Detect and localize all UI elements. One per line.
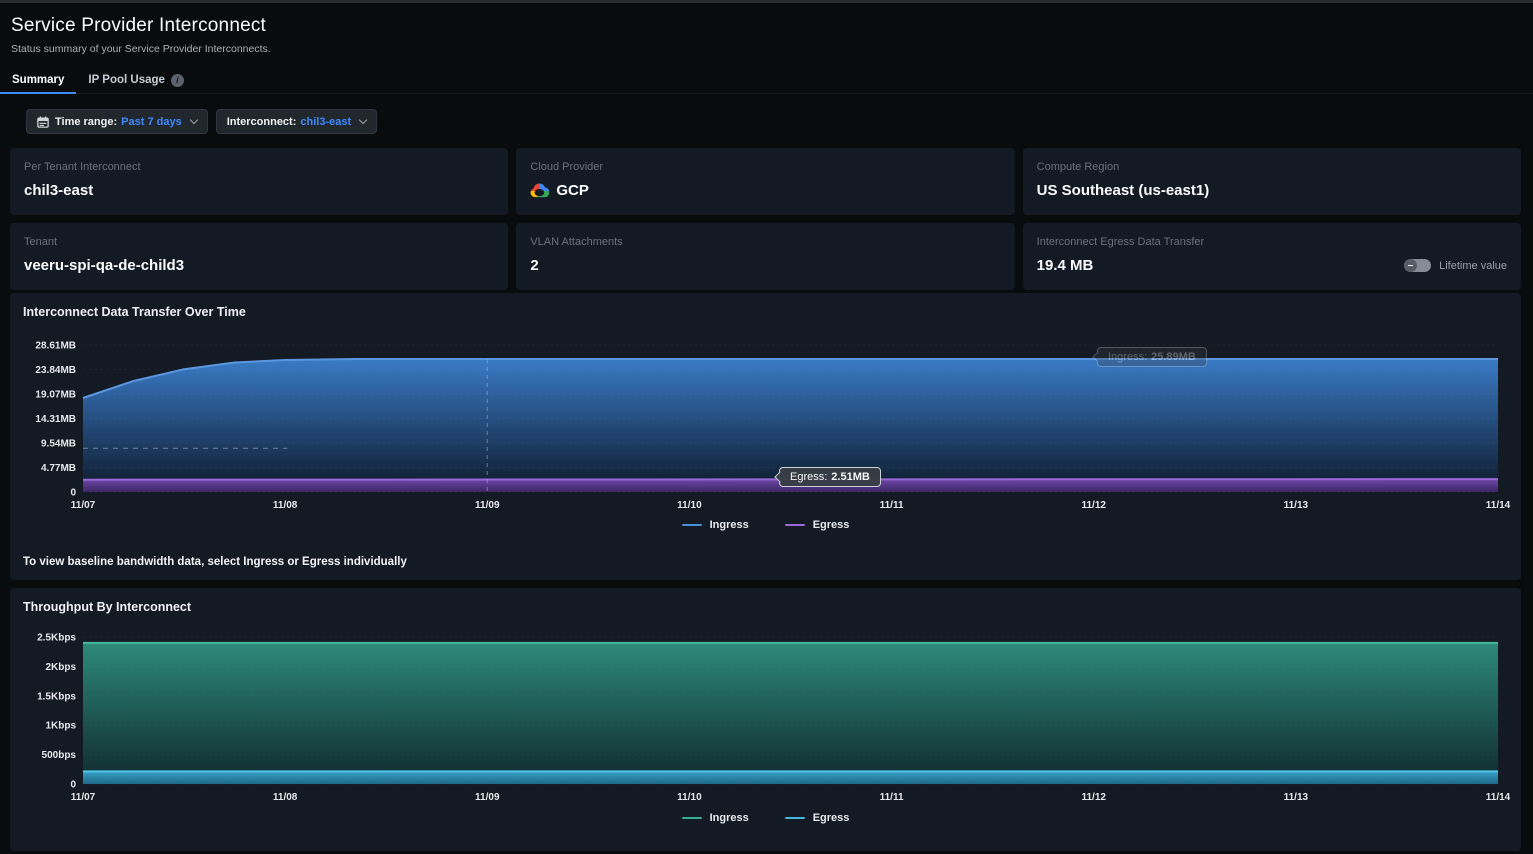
chevron-down-icon [189, 116, 197, 124]
svg-text:11/07: 11/07 [71, 500, 96, 511]
card-label: Tenant [24, 236, 494, 248]
card-tenant: Tenant veeru-spi-qa-de-child3 [10, 223, 508, 290]
interconnect-value: chil3-east [300, 116, 351, 128]
svg-text:11/09: 11/09 [475, 500, 500, 511]
filter-bar: Time range: Past 7 days Interconnect: ch… [0, 94, 1533, 134]
legend-item-egress[interactable]: Egress [785, 519, 850, 531]
svg-text:11/10: 11/10 [677, 792, 702, 803]
legend-swatch [682, 524, 702, 526]
card-label: Interconnect Egress Data Transfer [1037, 236, 1507, 248]
tab-summary-label: Summary [12, 74, 64, 86]
data-transfer-chart-panel: Interconnect Data Transfer Over Time 28.… [10, 293, 1521, 580]
card-egress-data-transfer: Interconnect Egress Data Transfer 19.4 M… [1023, 223, 1521, 290]
card-cloud-provider: Cloud Provider GCP [516, 148, 1014, 215]
svg-text:2.5Kbps: 2.5Kbps [37, 633, 76, 644]
svg-text:11/08: 11/08 [273, 500, 298, 511]
svg-text:0: 0 [70, 488, 76, 499]
svg-text:11/09: 11/09 [475, 792, 500, 803]
throughput-chart-panel: Throughput By Interconnect 2.5Kbps2Kbps1… [10, 588, 1521, 851]
svg-text:11/12: 11/12 [1081, 500, 1106, 511]
tab-bar: Summary IP Pool Usage i [0, 67, 1533, 94]
svg-text:14.31MB: 14.31MB [35, 414, 76, 425]
card-label: VLAN Attachments [530, 236, 1000, 248]
svg-text:11/13: 11/13 [1284, 500, 1309, 511]
svg-text:1Kbps: 1Kbps [45, 721, 76, 732]
baseline-note: To view baseline bandwidth data, select … [23, 556, 407, 568]
card-value: 19.4 MB [1037, 257, 1094, 274]
time-range-dropdown[interactable]: Time range: Past 7 days [26, 109, 208, 134]
info-icon[interactable]: i [171, 74, 184, 87]
legend-swatch [682, 817, 702, 819]
chart-tooltip-ingress: Ingress: 25.89MB [1097, 347, 1207, 367]
card-value: 2 [530, 257, 538, 274]
data-transfer-chart[interactable]: 28.61MB 23.84MB 19.07MB 14.31MB 9.54MB 4.77MB… [10, 293, 1521, 523]
lifetime-value-toggle[interactable] [1404, 259, 1431, 272]
svg-text:23.84MB: 23.84MB [35, 365, 76, 376]
svg-text:11/08: 11/08 [273, 792, 298, 803]
chart-legend: Ingress Egress [10, 519, 1521, 531]
calendar-icon [37, 116, 49, 128]
card-value: US Southeast (us-east1) [1037, 182, 1210, 199]
chart-tooltip-egress: Egress: 2.51MB [779, 467, 881, 487]
card-vlan-attachments: VLAN Attachments 2 [516, 223, 1014, 290]
svg-text:11/11: 11/11 [880, 792, 904, 803]
page-title: Service Provider Interconnect [11, 15, 1522, 37]
svg-text:9.54MB: 9.54MB [41, 438, 76, 449]
card-value: GCP [556, 182, 589, 199]
interconnect-label: Interconnect: [227, 116, 297, 128]
card-value: chil3-east [24, 182, 93, 199]
tab-ip-pool-usage-label: IP Pool Usage [88, 74, 164, 86]
lifetime-value-label: Lifetime value [1439, 260, 1507, 272]
svg-text:0: 0 [70, 780, 76, 791]
card-per-tenant-interconnect: Per Tenant Interconnect chil3-east [10, 148, 508, 215]
svg-text:1.5Kbps: 1.5Kbps [37, 691, 76, 702]
legend-label: Egress [813, 519, 850, 531]
card-label: Cloud Provider [530, 161, 1000, 173]
svg-text:11/10: 11/10 [677, 500, 702, 511]
svg-text:4.77MB: 4.77MB [41, 463, 76, 474]
gcp-logo-icon [530, 183, 549, 199]
svg-text:500bps: 500bps [42, 750, 77, 761]
svg-text:11/07: 11/07 [71, 792, 96, 803]
chevron-down-icon [359, 116, 367, 124]
legend-item-ingress[interactable]: Ingress [682, 519, 749, 531]
throughput-chart[interactable]: 2.5Kbps 2Kbps 1.5Kbps 1Kbps 500bps 011/07 11/0… [10, 612, 1521, 832]
tab-summary[interactable]: Summary [0, 67, 76, 93]
tab-ip-pool-usage[interactable]: IP Pool Usage i [76, 67, 195, 93]
interconnect-dropdown[interactable]: Interconnect: chil3-east [216, 109, 377, 134]
legend-item-egress[interactable]: Egress [785, 812, 850, 824]
legend-label: Ingress [710, 519, 749, 531]
time-range-value: Past 7 days [121, 116, 182, 128]
card-compute-region: Compute Region US Southeast (us-east1) [1023, 148, 1521, 215]
card-value: veeru-spi-qa-de-child3 [24, 257, 184, 274]
time-range-label: Time range: [55, 116, 117, 128]
svg-text:28.61MB: 28.61MB [35, 341, 76, 352]
svg-text:2Kbps: 2Kbps [45, 662, 76, 673]
page-subtitle: Status summary of your Service Provider … [11, 43, 1522, 55]
page-header: Service Provider Interconnect Status sum… [0, 3, 1533, 55]
legend-label: Ingress [710, 812, 749, 824]
toggle-knob [1404, 259, 1417, 272]
chart-legend: Ingress Egress [10, 812, 1521, 824]
legend-swatch [785, 524, 805, 526]
legend-swatch [785, 817, 805, 819]
svg-text:11/14: 11/14 [1486, 500, 1511, 511]
svg-text:11/13: 11/13 [1284, 792, 1309, 803]
legend-label: Egress [813, 812, 850, 824]
stat-cards: Per Tenant Interconnect chil3-east Cloud… [10, 148, 1521, 290]
svg-text:11/14: 11/14 [1486, 792, 1511, 803]
card-label: Per Tenant Interconnect [24, 161, 494, 173]
svg-text:19.07MB: 19.07MB [35, 390, 76, 401]
card-label: Compute Region [1037, 161, 1507, 173]
svg-text:11/11: 11/11 [880, 500, 904, 511]
svg-text:11/12: 11/12 [1081, 792, 1106, 803]
legend-item-ingress[interactable]: Ingress [682, 812, 749, 824]
